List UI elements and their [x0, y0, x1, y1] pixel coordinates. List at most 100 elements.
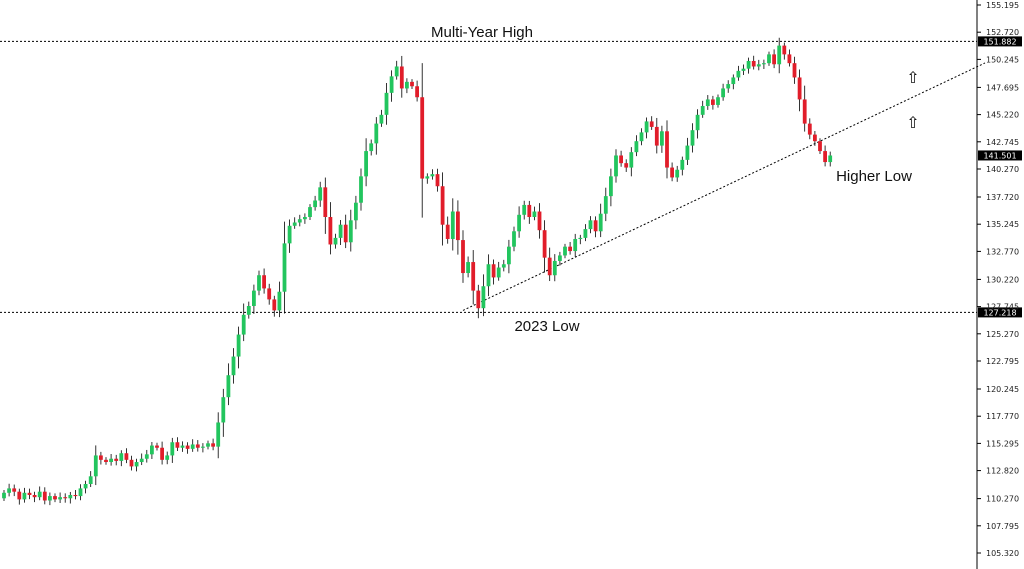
candle — [129, 455, 134, 471]
candle-body — [634, 141, 639, 153]
candle — [297, 214, 302, 227]
annotation-2: Higher Low — [836, 168, 912, 185]
candle — [629, 147, 634, 177]
candle-body — [547, 257, 552, 276]
candle — [12, 484, 17, 497]
candle — [435, 168, 440, 192]
candle-body — [777, 45, 782, 65]
candle — [762, 59, 766, 69]
candle-body — [624, 163, 629, 168]
candle — [405, 78, 409, 94]
candle-body — [17, 491, 22, 500]
candle-body — [425, 176, 430, 179]
level-price-label-0: 151.882 — [983, 37, 1016, 46]
candle — [568, 241, 572, 255]
candle — [639, 128, 644, 146]
candle-body — [430, 174, 435, 177]
candle — [471, 250, 476, 305]
candle — [348, 209, 353, 252]
candle-body — [93, 455, 98, 477]
candle-body — [124, 453, 129, 460]
candle-body — [644, 121, 649, 133]
candle — [328, 202, 333, 255]
candle — [252, 284, 256, 314]
candle — [751, 55, 756, 70]
candle-body — [486, 264, 491, 287]
candle-body — [491, 264, 496, 278]
candle-body — [389, 76, 394, 93]
candle-body — [573, 238, 578, 252]
candle — [476, 284, 481, 319]
candle-body — [354, 202, 358, 221]
candle-body — [813, 134, 817, 142]
candle-body — [399, 66, 404, 89]
candle — [139, 453, 144, 466]
candle — [700, 100, 705, 118]
candle-body — [415, 86, 419, 98]
candle-body — [711, 99, 715, 105]
candle — [552, 254, 557, 282]
candle-body — [507, 246, 511, 265]
candle-body — [37, 491, 42, 498]
candle — [2, 490, 6, 502]
candle-body — [201, 446, 205, 448]
candle — [425, 173, 430, 184]
candle-body — [741, 68, 746, 71]
candle-body — [772, 54, 776, 65]
candles-layer: 141.501 — [2, 37, 1022, 506]
candle-body — [236, 334, 241, 357]
candle-body — [180, 445, 185, 448]
candle — [603, 187, 608, 222]
y-tick-label: 112.820 — [986, 467, 1019, 476]
candle — [180, 441, 185, 452]
levels-layer: 151.882 127.218 — [0, 36, 1022, 318]
candle — [22, 487, 27, 503]
candle-body — [537, 211, 542, 231]
candle — [155, 442, 159, 451]
candle-body — [241, 314, 246, 335]
candle — [338, 219, 343, 245]
candle-body — [211, 443, 215, 447]
candle — [705, 95, 710, 110]
candle — [119, 450, 124, 467]
candle — [573, 233, 578, 257]
candle — [649, 116, 654, 130]
candle-body — [348, 220, 353, 243]
candle-body — [333, 237, 338, 245]
candle-body — [762, 63, 766, 65]
candle-body — [160, 447, 164, 460]
candle-body — [221, 397, 226, 423]
candle — [201, 443, 205, 453]
candle-body — [83, 483, 88, 489]
candle — [160, 441, 164, 465]
candle-body — [721, 88, 725, 98]
candle-body — [787, 54, 792, 64]
candle — [93, 445, 98, 486]
candle — [512, 226, 516, 252]
up-arrow-icon: ⇧ — [906, 113, 919, 132]
candle — [236, 326, 241, 369]
current-price-box — [978, 150, 1022, 161]
candle — [731, 74, 736, 90]
candle-body — [629, 152, 634, 168]
candle — [496, 261, 501, 281]
candle — [547, 247, 552, 282]
candle-body — [359, 176, 363, 203]
candle-body — [175, 442, 180, 448]
annotation-0: Multi-Year High — [431, 24, 533, 41]
candle-body — [99, 455, 103, 460]
candle — [241, 303, 246, 342]
candle-body — [226, 375, 231, 398]
candle — [716, 94, 720, 108]
candle — [211, 438, 215, 451]
candle-body — [410, 81, 414, 87]
candle-body — [619, 155, 623, 164]
candle-body — [420, 97, 425, 179]
candle — [823, 145, 827, 167]
candle-body — [119, 453, 124, 461]
candle — [756, 59, 761, 71]
candle-body — [450, 211, 455, 239]
candle-body — [287, 225, 292, 244]
